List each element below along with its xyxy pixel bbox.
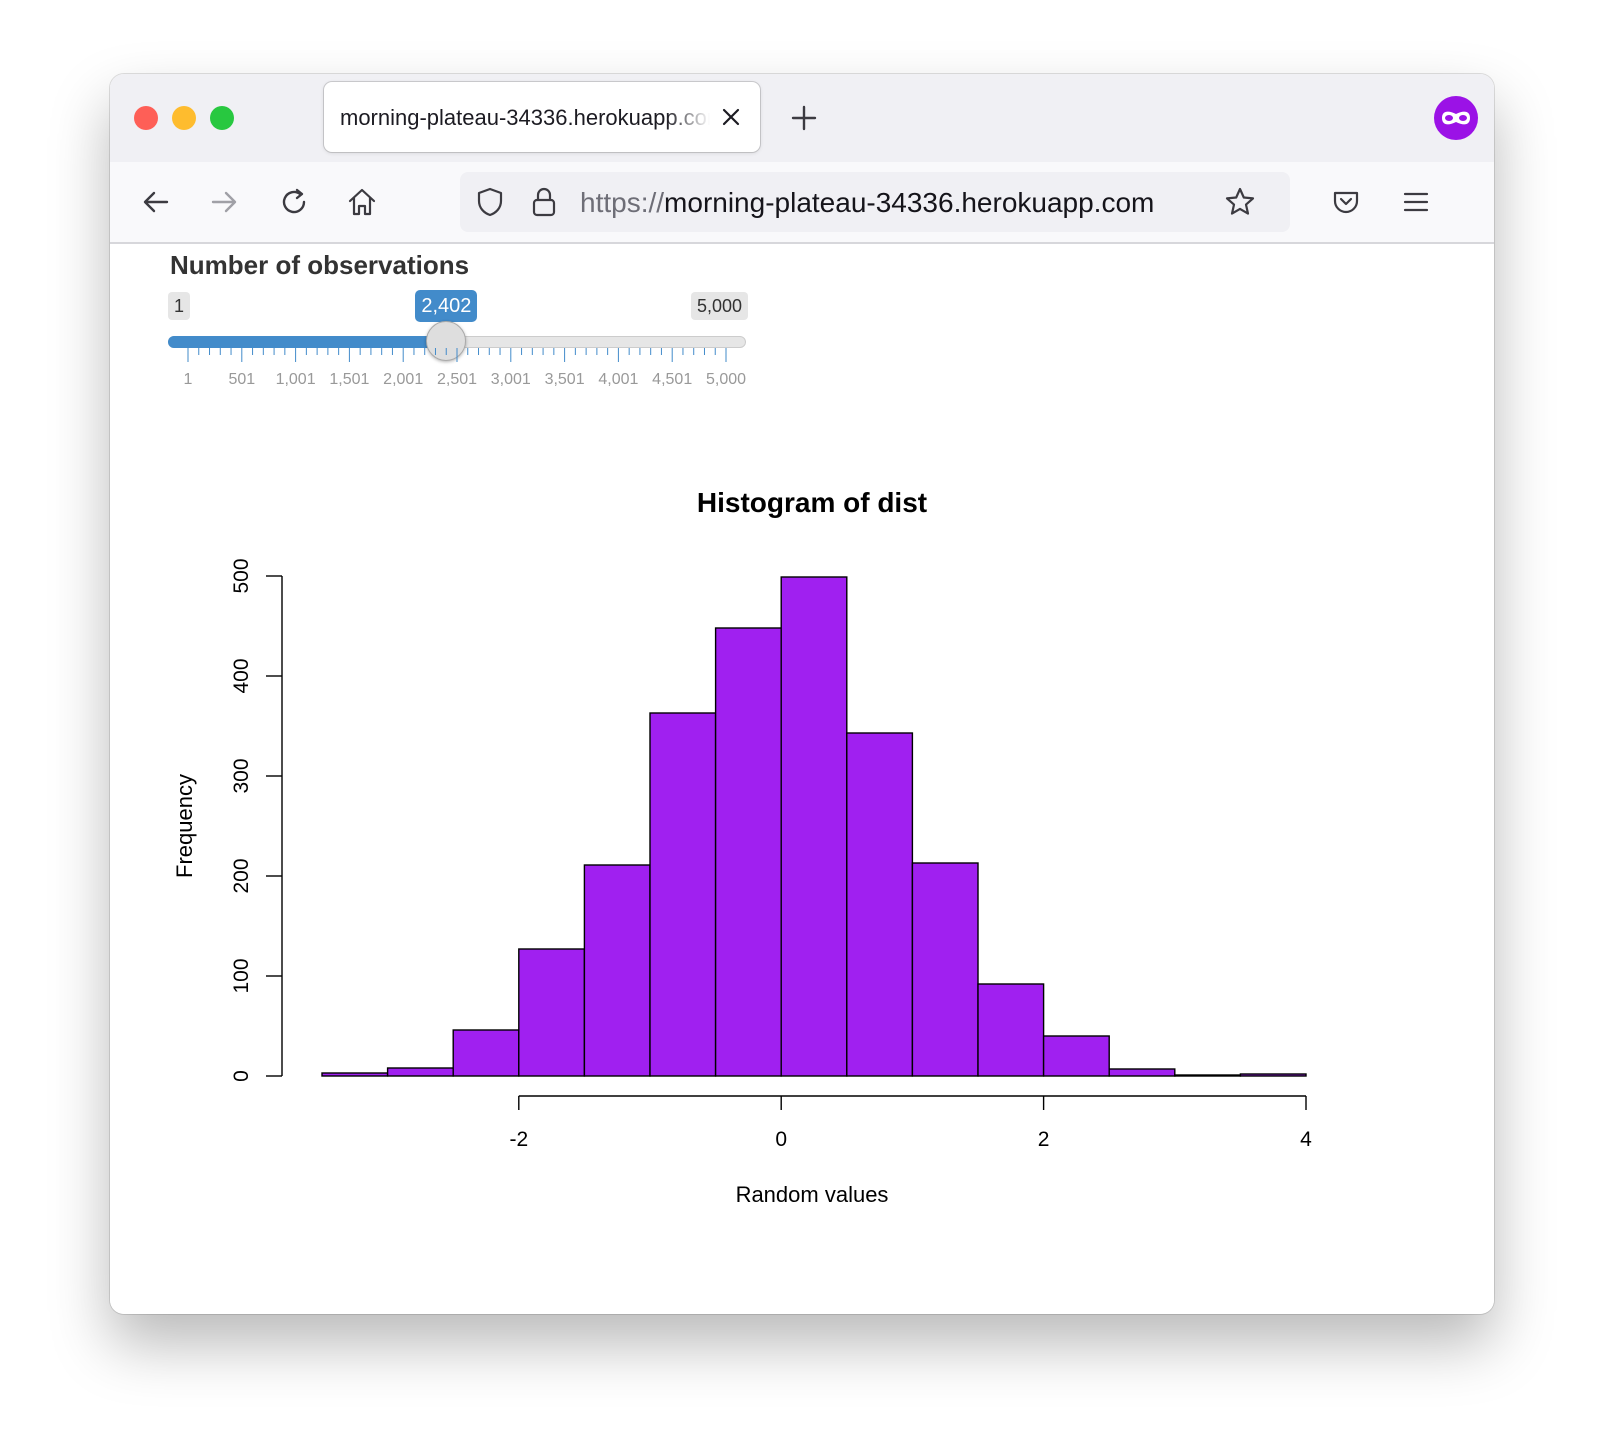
lock-icon[interactable] xyxy=(530,186,558,218)
histogram-bar xyxy=(780,576,848,1077)
histogram-bar xyxy=(1108,1068,1176,1077)
pocket-icon[interactable] xyxy=(1330,186,1362,218)
shield-icon[interactable] xyxy=(474,186,506,218)
home-icon[interactable] xyxy=(346,186,378,218)
x-axis-label: Random values xyxy=(736,1182,889,1207)
zoom-window-button[interactable] xyxy=(210,106,234,130)
reload-icon[interactable] xyxy=(278,186,310,218)
private-mask-icon xyxy=(1442,111,1470,125)
slider-tick-label: 1,001 xyxy=(276,371,316,388)
tab-active[interactable]: morning-plateau-34336.herokuapp.com xyxy=(324,82,760,152)
url-text[interactable]: https://morning-plateau-34336.herokuapp.… xyxy=(580,187,1154,219)
browser-window: morning-plateau-34336.herokuapp.com xyxy=(110,74,1494,1314)
slider-tick-label: 501 xyxy=(228,371,255,388)
page-content: Number of observations 1 5,000 2,402 1 50… xyxy=(110,244,1494,1314)
slider-tick-label: 2,501 xyxy=(437,371,477,388)
close-window-button[interactable] xyxy=(134,106,158,130)
slider-tick-label: 1,501 xyxy=(329,371,369,388)
slider-tick-label: 1 xyxy=(184,371,193,388)
back-icon[interactable] xyxy=(140,186,172,218)
y-tick-label: 500 xyxy=(230,558,253,593)
close-icon[interactable] xyxy=(720,106,742,128)
slider-value-label: 2,402 xyxy=(415,290,478,322)
y-tick-label: 200 xyxy=(230,858,253,893)
plus-icon[interactable] xyxy=(790,104,818,132)
y-axis-label: Frequency xyxy=(172,774,197,878)
y-tick-label: 400 xyxy=(230,658,253,693)
chart-title: Histogram of dist xyxy=(697,487,927,518)
tab-title: morning-plateau-34336.herokuapp.com xyxy=(340,105,710,130)
forward-icon[interactable] xyxy=(208,186,240,218)
slider-max-label: 5,000 xyxy=(690,292,748,320)
histogram-plot: Histogram of dist 0 100 200 300 400 500 Frequen… xyxy=(172,487,1312,1207)
x-tick-label: -2 xyxy=(509,1128,528,1151)
x-tick-label: 0 xyxy=(775,1128,787,1151)
url-bar[interactable]: https://morning-plateau-34336.herokuapp.… xyxy=(460,172,1290,232)
minimize-window-button[interactable] xyxy=(172,106,196,130)
histogram-bar xyxy=(1174,1074,1242,1077)
histogram-bar xyxy=(386,1067,454,1077)
slider-tick-label: 3,001 xyxy=(491,371,531,388)
menu-icon[interactable] xyxy=(1400,186,1432,218)
histogram-bar xyxy=(321,1072,389,1077)
slider-tick-label: 4,501 xyxy=(652,371,692,388)
y-tick-label: 0 xyxy=(230,1070,253,1082)
slider-grid: 1 501 1,001 1,501 2,001 2,501 3,001 3,501 4,001 4… xyxy=(184,348,746,388)
url-host: morning-plateau-34336.herokuapp.com xyxy=(664,187,1155,218)
star-icon[interactable] xyxy=(1224,186,1256,218)
navigation-toolbar: https://morning-plateau-34336.herokuapp.… xyxy=(110,162,1494,244)
tab-bar: morning-plateau-34336.herokuapp.com xyxy=(110,74,1494,162)
histogram-bar xyxy=(518,948,586,1077)
histogram-bar xyxy=(583,864,651,1077)
histogram-bar xyxy=(714,627,782,1077)
histogram-bar xyxy=(911,862,979,1077)
slider-tick-label: 2,001 xyxy=(383,371,423,388)
y-tick-label: 300 xyxy=(230,758,253,793)
observations-slider[interactable]: 1 5,000 2,402 1 501 1,001 1,501 2,001 2,501 3,… xyxy=(168,288,748,418)
slider-fill xyxy=(168,336,447,348)
histogram-bar xyxy=(452,1029,520,1077)
url-scheme: https:// xyxy=(580,187,665,218)
histogram-bar xyxy=(1042,1035,1110,1077)
slider-tick-label: 3,501 xyxy=(545,371,585,388)
histogram-bar xyxy=(1239,1073,1307,1077)
private-browsing-button[interactable] xyxy=(1434,96,1478,140)
histogram-bar xyxy=(846,732,914,1077)
slider-tick-label: 5,000 xyxy=(706,371,746,388)
slider-tick-label: 4,001 xyxy=(598,371,638,388)
x-tick-label: 2 xyxy=(1038,1128,1050,1151)
y-tick-label: 100 xyxy=(230,958,253,993)
slider-min-label: 1 xyxy=(168,292,191,320)
x-tick-label: 4 xyxy=(1300,1128,1312,1151)
histogram-bar xyxy=(977,983,1045,1077)
histogram-bar xyxy=(649,712,717,1077)
slider-label: Number of observations xyxy=(170,250,470,280)
